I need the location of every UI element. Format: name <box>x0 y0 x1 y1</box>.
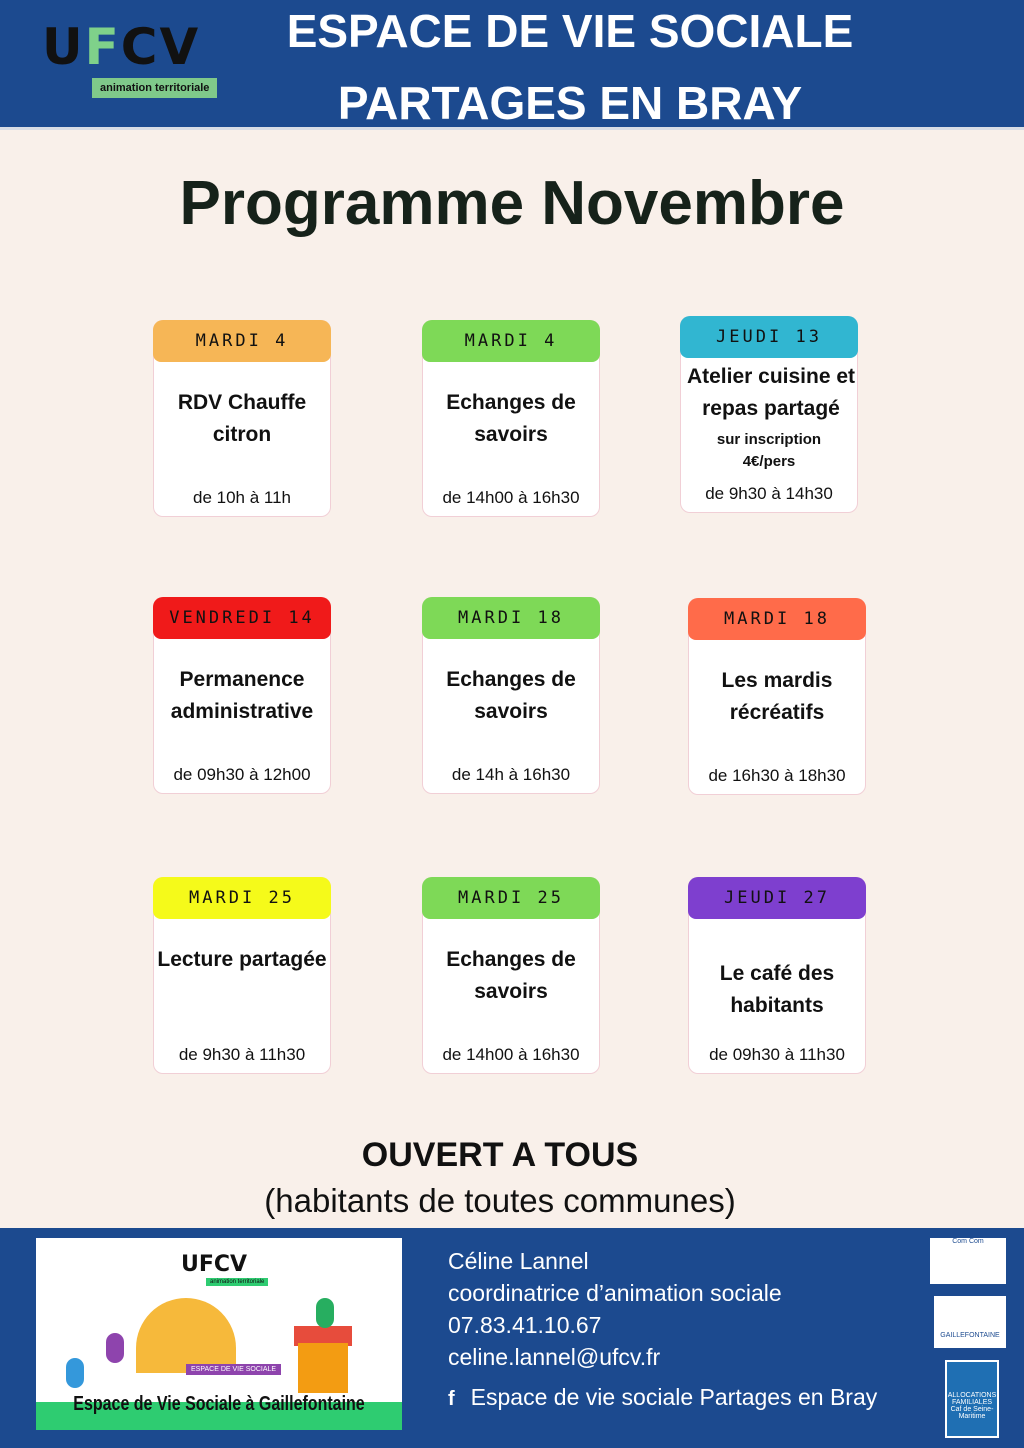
event-title: Atelier cuisine et repas partagé <box>686 365 856 420</box>
event-time: de 16h30 à 18h30 <box>708 766 846 785</box>
tree-drawing <box>66 1358 84 1388</box>
contact-email[interactable]: celine.lannel@ufcv.fr <box>448 1344 661 1370</box>
header: UFCV animation territoriale ESPACE DE VI… <box>0 0 1024 130</box>
open-title: OUVERT A TOUS <box>361 1136 639 1174</box>
event-time: de 10h à 11h <box>193 488 291 507</box>
event-title: Le café des habitants <box>719 962 835 1017</box>
event-title: Echanges de savoirs <box>446 948 576 1003</box>
header-title: ESPACE DE VIE SOCIALE PARTAGES EN BRAY <box>260 0 880 139</box>
facebook-label: Espace de vie sociale Partages en Bray <box>470 1384 878 1410</box>
green-band <box>36 1402 402 1430</box>
event-time: de 14h00 à 16h30 <box>442 1045 580 1064</box>
event-card: MARDI 18 Les mardis récréatifs de 16h30 … <box>688 598 866 795</box>
illustration-caption: Espace de Vie Sociale à Gaillefontaine <box>73 1393 365 1415</box>
logo-tagline: animation territoriale <box>92 78 218 98</box>
event-card: MARDI 18 Echanges de savoirs de 14h à 16… <box>422 597 600 794</box>
tree-drawing <box>316 1298 334 1328</box>
comcom-logo: Com Com <box>930 1238 1006 1284</box>
event-day-badge: MARDI 25 <box>422 877 600 919</box>
event-title: RDV Chauffe citron <box>177 391 307 446</box>
event-card: MARDI 25 Echanges de savoirs de 14h00 à … <box>422 877 600 1074</box>
illustration-logo: UFCV <box>181 1252 248 1277</box>
header-title-line2: PARTAGES EN BRAY <box>337 77 803 129</box>
caf-logo: ALLOCATIONS FAMILIALES Caf de Seine-Mari… <box>945 1360 999 1438</box>
event-day-badge: MARDI 25 <box>153 877 331 919</box>
event-time: de 9h30 à 11h30 <box>178 1045 306 1064</box>
event-card: VENDREDI 14 Permanence administrative de… <box>153 597 331 794</box>
event-day-badge: JEUDI 13 <box>680 316 858 358</box>
facebook-link[interactable]: f Espace de vie sociale Partages en Bray <box>448 1384 877 1411</box>
open-subtitle: (habitants de toutes communes) <box>264 1182 736 1219</box>
event-title: Les mardis récréatifs <box>721 669 833 724</box>
event-day-badge: VENDREDI 14 <box>153 597 331 639</box>
event-title: Echanges de savoirs <box>446 391 576 446</box>
event-title: Echanges de savoirs <box>446 668 576 723</box>
house-drawing <box>298 1343 348 1393</box>
event-card: JEUDI 13 Atelier cuisine et repas partag… <box>680 316 858 513</box>
event-time: de 09h30 à 12h00 <box>173 765 311 784</box>
illustration-tagline: animation territoriale <box>206 1278 269 1286</box>
barn-drawing <box>136 1298 236 1373</box>
event-title: Lecture partagée <box>157 948 327 971</box>
illustration-sign: ESPACE DE VIE SOCIALE <box>186 1364 282 1375</box>
event-card: MARDI 4 Echanges de savoirs de 14h00 à 1… <box>422 320 600 517</box>
contact-role: coordinatrice d’animation sociale <box>448 1280 782 1306</box>
contact-phone[interactable]: 07.83.41.10.67 <box>448 1312 602 1338</box>
event-card: MARDI 25 Lecture partagée de 9h30 à 11h3… <box>153 877 331 1074</box>
gaillefontaine-logo: GAILLEFONTAINE <box>934 1296 1006 1348</box>
event-day-badge: MARDI 18 <box>422 597 600 639</box>
event-time: de 14h à 16h30 <box>451 765 571 784</box>
page-title: Programme Novembre <box>179 169 845 238</box>
event-title: Permanence administrative <box>170 668 314 723</box>
event-day-badge: JEUDI 27 <box>688 877 866 919</box>
ufcv-logo: UFCV animation territoriale <box>42 22 218 98</box>
tree-drawing <box>106 1333 124 1363</box>
contact-name: Céline Lannel <box>448 1248 589 1274</box>
event-day-badge: MARDI 4 <box>153 320 331 362</box>
event-day-badge: MARDI 4 <box>422 320 600 362</box>
event-card: JEUDI 27 Le café des habitants de 09h30 … <box>688 877 866 1074</box>
event-time: de 9h30 à 14h30 <box>705 484 833 503</box>
event-day-badge: MARDI 18 <box>688 598 866 640</box>
facebook-icon: f <box>448 1388 455 1410</box>
event-time: de 09h30 à 11h30 <box>709 1045 845 1064</box>
espace-vie-sociale-illustration: UFCV animation territoriale ESPACE DE VI… <box>36 1238 402 1430</box>
event-card: MARDI 4 RDV Chauffe citron de 10h à 11h <box>153 320 331 517</box>
header-title-line1: ESPACE DE VIE SOCIALE <box>286 5 854 57</box>
event-note: sur inscription 4€/pers <box>716 431 822 470</box>
roof-drawing <box>294 1326 352 1346</box>
event-time: de 14h00 à 16h30 <box>442 488 580 507</box>
footer: UFCV animation territoriale ESPACE DE VI… <box>0 1228 1024 1448</box>
